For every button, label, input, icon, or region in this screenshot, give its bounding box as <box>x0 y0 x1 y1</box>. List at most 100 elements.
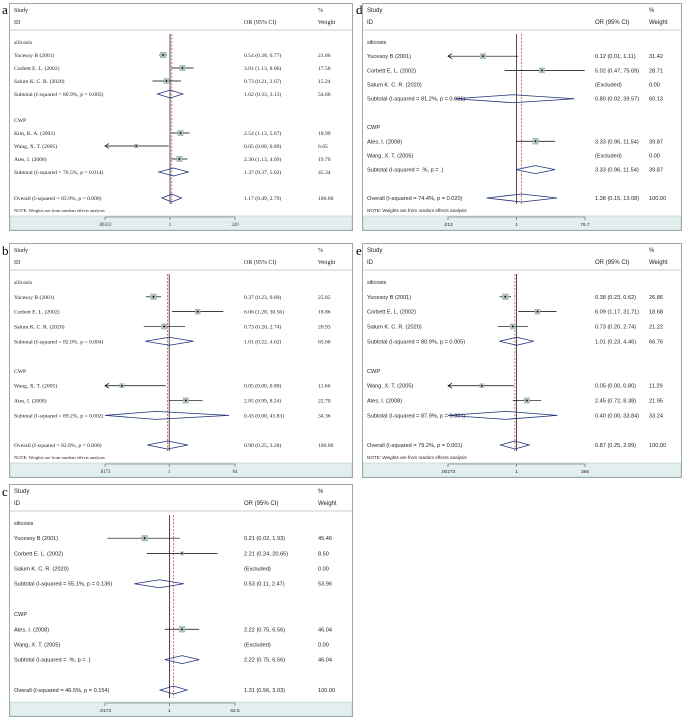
axis-strip <box>10 462 352 477</box>
point-estimate <box>120 384 123 387</box>
x-tick-label: .00312 <box>98 223 112 228</box>
study-row-label: Yucesoy B (2001) <box>14 536 58 542</box>
panel-letter-e: e <box>356 243 362 258</box>
pooled-diamond <box>104 410 230 420</box>
study-row-label: Corbett E. L. (2002) <box>14 309 60 316</box>
point-estimate <box>511 325 514 328</box>
study-row-or-ci: (Excluded) <box>244 642 271 648</box>
forest-svg-c: Study ID OR (95% CI)% Weight silicosis Yuceso… <box>10 489 352 716</box>
study-row-weight: 17.56 <box>318 66 331 72</box>
header-id: ID <box>367 260 374 266</box>
subtotal-row-or-ci: 1.37 (0.37, 5.02) <box>244 169 281 176</box>
study-row-weight: 0.00 <box>318 642 329 648</box>
header-percent: % <box>318 8 323 14</box>
study-row-label: Salum K. C. R. (2020) <box>14 78 65 85</box>
subtotal-row-label: Subtotal (I-squared = 80.9%, p = 0.005) <box>14 91 104 98</box>
point-estimate <box>541 69 543 72</box>
pooled-diamond <box>145 336 194 346</box>
point-estimate <box>482 55 484 58</box>
study-row-or-ci: 6.06 (1.20, 30.56) <box>244 309 284 316</box>
point-estimate <box>152 295 155 298</box>
overall-row-or-ci: 1.38 (0.15, 13.08) <box>595 196 639 202</box>
study-row-label: Corbett E. L. (2002) <box>367 310 416 316</box>
study-row-or-ci: 0.37 (0.23, 0.60) <box>244 294 281 301</box>
pooled-diamond <box>515 165 556 175</box>
panel-letter-c: c <box>2 484 8 499</box>
study-row-or-ci: 3.01 (1.13, 8.06) <box>244 65 281 72</box>
study-row-or-ci: 6.09 (1.17, 31.71) <box>595 310 639 316</box>
pooled-diamond <box>158 685 189 695</box>
header-or-ci: OR (95% CI) <box>244 19 276 26</box>
subtotal-row-label: Subtotal (I-squared = 76.5%, p = 0.014) <box>14 169 104 176</box>
pooled-diamond <box>157 167 190 177</box>
pooled-diamond <box>147 440 189 450</box>
header-study: Study <box>14 8 28 14</box>
study-row-or-ci: 0.12 (0.01, 1.11) <box>595 54 636 60</box>
study-row-or-ci: 5.02 (0.47, 75.09) <box>595 68 639 74</box>
header-id: ID <box>14 260 21 266</box>
axis-strip <box>10 701 352 716</box>
forest-plot-c: Study ID OR (95% CI)% Weight silicosis Yuceso… <box>9 484 353 717</box>
study-row-or-ci: 0.73 (0.20, 2.74) <box>244 323 281 330</box>
header-percent: % <box>649 8 655 14</box>
study-row-label: Wang, X. T. (2005) <box>367 384 413 390</box>
study-row-label: Ates, I. (2008) <box>367 139 402 145</box>
subtotal-row-label: Subtotal (I-squared = 81.2%, p = 0.021) <box>367 97 465 103</box>
point-estimate <box>534 140 537 143</box>
study-row-or-ci: 2.45 (0.72, 8.38) <box>595 399 636 405</box>
overall-row-label: Overall (I-squared = 74.4%, p = 0.020) <box>367 196 463 202</box>
study-row-or-ci: (Excluded) <box>595 153 622 159</box>
study-row-label: Salum K. C. R. (2020) <box>367 83 422 89</box>
panel-letter-d: d <box>356 2 363 17</box>
x-tick-label: 366 <box>581 469 589 475</box>
study-row-or-ci: 2.22 (0.75, 6.56) <box>244 627 285 633</box>
ci-arrow <box>447 53 453 59</box>
study-row-weight: 15.24 <box>318 79 331 85</box>
group-label: silicosis <box>367 280 386 286</box>
point-estimate <box>504 295 507 298</box>
study-row-weight: 21.86 <box>318 53 331 59</box>
pooled-diamond <box>454 94 575 104</box>
study-row-weight: 45.46 <box>318 536 332 542</box>
subtotal-row-or-ci: 0.80 (0.02, 39.57) <box>595 97 639 103</box>
study-row-or-ci: 0.54 (0.38, 0.77) <box>244 52 281 59</box>
overall-row-label: Overall (I-squared = 83.9%, p = 0.000) <box>14 195 102 202</box>
study-row-weight: 18.68 <box>649 310 663 316</box>
study-row-or-ci: 2.54 (1.13, 5.67) <box>244 130 281 137</box>
study-row-weight: 0.00 <box>649 153 660 159</box>
study-row-label: Ates, I. (2008) <box>14 156 47 163</box>
study-row-weight: 11.66 <box>318 384 331 390</box>
x-tick-label: 64 <box>233 470 238 475</box>
header-weight: Weight <box>318 501 337 507</box>
header-study: Study <box>14 489 29 495</box>
point-estimate <box>181 67 184 69</box>
pooled-diamond <box>156 89 185 99</box>
study-row-label: Yucesoy B (2001) <box>14 294 55 301</box>
study-row-or-ci: 0.73 (0.21, 2.67) <box>244 78 281 85</box>
overall-row-or-ci: 1.17 (0.49, 2.79) <box>244 195 281 202</box>
pooled-diamond <box>447 410 558 420</box>
pooled-diamond <box>164 655 200 665</box>
x-tick-label: .0173 <box>100 470 111 475</box>
weights-note: NOTE: Weights are from random effects an… <box>14 455 105 460</box>
point-estimate <box>184 399 187 402</box>
subtotal-row-weight: 66.76 <box>649 339 663 345</box>
x-tick-label: 1 <box>168 708 171 714</box>
axis-strip <box>363 462 681 477</box>
header-percent: % <box>318 248 323 254</box>
point-estimate <box>536 310 539 313</box>
study-row-weight: 18.86 <box>318 310 331 316</box>
point-estimate <box>480 384 483 387</box>
study-row-or-ci: 0.21 (0.02, 1.93) <box>244 536 285 542</box>
header-or-ci: OR (95% CI) <box>244 259 276 266</box>
subtotal-row-weight: 65.66 <box>318 339 331 345</box>
ci-arrow <box>104 143 110 149</box>
point-estimate <box>163 325 166 328</box>
forest-svg-e: Study ID OR (95% CI)% Weight silicosis Yuceso… <box>363 248 681 477</box>
header-percent: % <box>318 489 324 495</box>
header-id: ID <box>367 20 374 26</box>
study-row-label: Corbett E. L. (2002) <box>14 65 60 72</box>
overall-row-or-ci: 1.31 (0.56, 3.03) <box>244 688 285 694</box>
subtotal-row-or-ci: 1.01 (0.22, 4.62) <box>244 338 281 345</box>
subtotal-row-weight: 60.13 <box>649 97 663 103</box>
